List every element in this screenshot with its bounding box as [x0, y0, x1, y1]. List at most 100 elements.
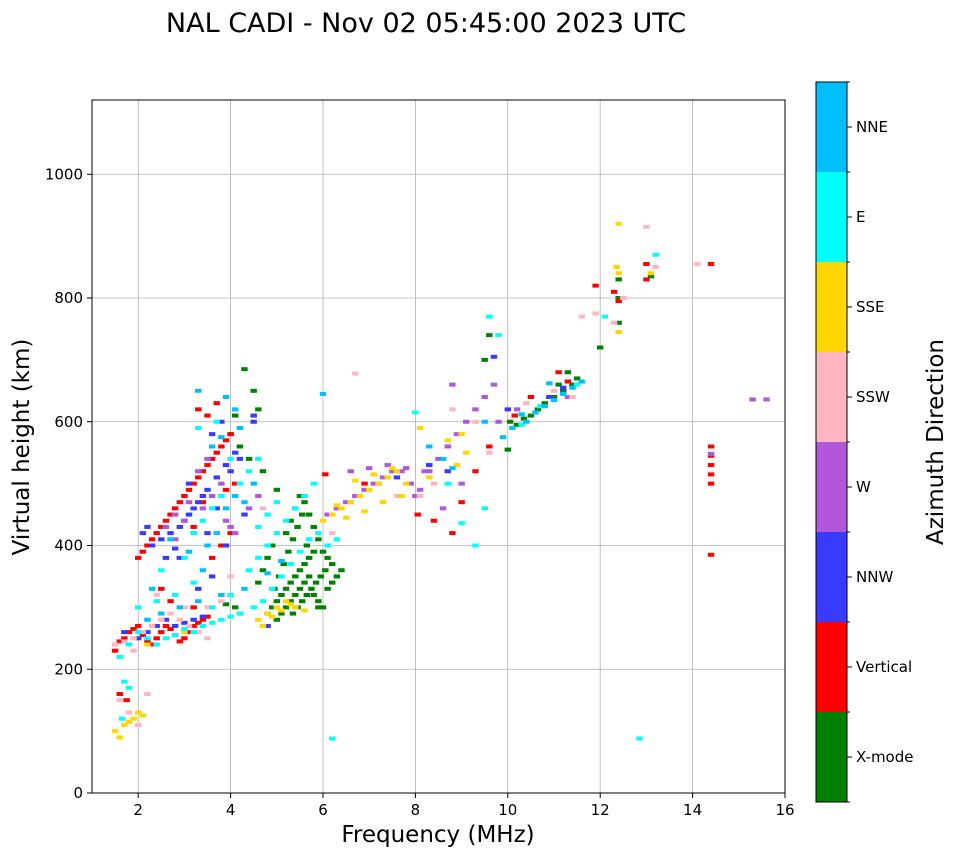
point-w [218, 481, 225, 486]
point-x-mode [615, 320, 622, 325]
point-sse [613, 265, 620, 270]
point-e [245, 568, 253, 573]
point-e [195, 425, 202, 430]
point-e [296, 549, 304, 554]
point-x-mode [315, 537, 322, 542]
colorbar-swatch-sse [816, 262, 847, 352]
point-x-mode [527, 413, 535, 418]
point-ssw [218, 599, 225, 604]
point-vertical [707, 481, 715, 486]
point-e [158, 568, 165, 573]
point-nnw [222, 543, 230, 548]
point-e [310, 481, 317, 486]
point-w [412, 494, 419, 498]
point-x-mode [299, 599, 306, 604]
point-nnw [204, 531, 211, 536]
point-e [125, 685, 133, 690]
point-x-mode [245, 456, 253, 461]
point-nne [236, 425, 244, 430]
point-w [444, 444, 451, 449]
point-nne [560, 391, 567, 396]
point-nnw [264, 623, 271, 628]
point-vertical [204, 463, 211, 468]
point-x-mode [317, 574, 324, 579]
point-ssw [449, 407, 456, 412]
point-nne [241, 500, 248, 505]
point-nne [546, 381, 553, 386]
point-e [153, 599, 160, 604]
point-vertical [195, 620, 202, 625]
point-w [208, 494, 216, 498]
point-e [518, 422, 525, 427]
point-x-mode [569, 382, 576, 387]
point-nne [218, 593, 225, 597]
point-nne [250, 481, 257, 486]
point-x-mode [292, 574, 299, 579]
point-w [204, 456, 211, 461]
point-ssw [195, 630, 202, 635]
point-w [481, 395, 488, 399]
point-x-mode [292, 593, 299, 597]
point-x-mode [268, 543, 276, 548]
point-w [361, 487, 368, 492]
point-vertical [555, 370, 562, 375]
point-sse [352, 478, 359, 483]
point-sse [338, 506, 345, 511]
point-e [227, 593, 234, 597]
point-vertical [121, 636, 128, 641]
point-vertical [449, 531, 456, 536]
point-e [162, 636, 170, 641]
point-sse [384, 475, 391, 480]
point-vertical [592, 283, 599, 288]
point-e [190, 630, 197, 635]
point-vertical [144, 639, 151, 644]
point-nnw [139, 531, 147, 536]
point-vertical [144, 543, 151, 548]
point-ssw [416, 494, 424, 498]
point-vertical [139, 549, 147, 554]
point-w [513, 407, 521, 412]
point-nne [222, 395, 230, 399]
point-e [125, 642, 133, 647]
point-sse [347, 500, 354, 505]
point-e [481, 506, 488, 511]
point-vertical [414, 512, 421, 517]
point-e [444, 481, 451, 486]
colorbar-label-e: E [856, 208, 865, 226]
point-nnw [250, 419, 257, 424]
point-x-mode [319, 605, 327, 610]
point-sse [615, 221, 622, 226]
point-x-mode [296, 568, 304, 573]
point-e [264, 512, 271, 517]
point-ssw [158, 617, 165, 622]
point-ssw [130, 648, 137, 653]
point-x-mode [287, 580, 294, 585]
point-x-mode [259, 469, 267, 474]
point-vertical [111, 648, 119, 653]
point-ssw [472, 419, 479, 424]
point-vertical [162, 623, 170, 628]
point-ssw [486, 450, 493, 455]
point-e [273, 500, 280, 505]
plot-frame [91, 99, 786, 794]
point-ssw [393, 494, 401, 498]
point-e [135, 605, 142, 610]
point-ssw [148, 623, 156, 628]
point-vertical [232, 481, 239, 486]
point-x-mode [222, 602, 230, 607]
point-x-mode [268, 605, 276, 610]
point-e [255, 524, 262, 529]
point-nnw [213, 506, 220, 511]
point-e [190, 531, 197, 536]
point-vertical [213, 401, 220, 406]
point-sse [287, 602, 294, 607]
point-vertical [148, 537, 156, 542]
colorbar-swatch-e [816, 172, 847, 262]
point-e [144, 636, 151, 641]
point-nne [578, 379, 585, 384]
colorbar-label-vertical: Vertical [856, 658, 912, 676]
point-vertical [458, 500, 465, 505]
point-w [407, 481, 414, 486]
point-x-mode [303, 593, 311, 597]
point-e [636, 736, 643, 741]
